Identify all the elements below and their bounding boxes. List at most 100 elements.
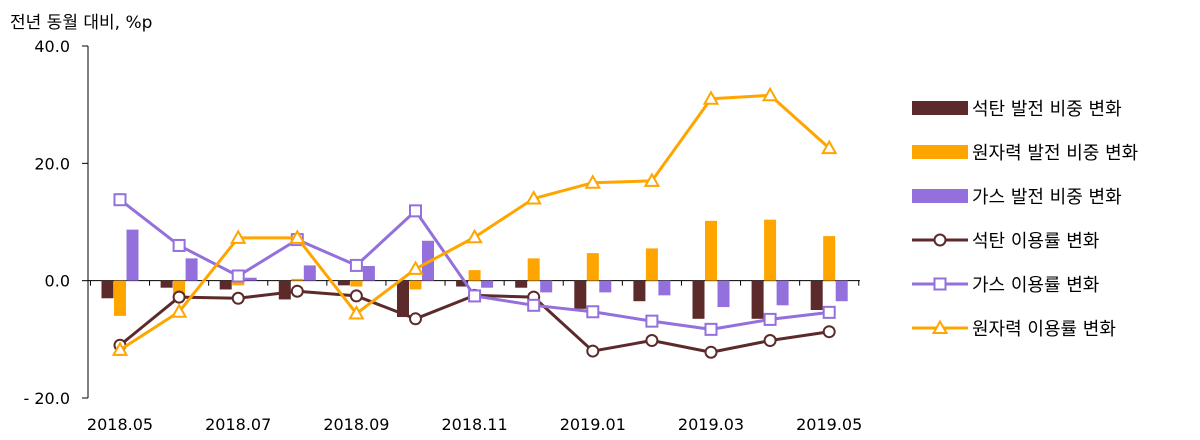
- line-point-1-2019.04: [763, 334, 777, 348]
- bar-2-2019.03: [705, 220, 717, 281]
- bar-1-2018.10: [397, 280, 409, 318]
- legend-label: 원자력 이용률 변화: [972, 319, 1116, 340]
- bar-1-2019.05: [810, 280, 823, 310]
- line-point-2-2019.04: [763, 312, 777, 326]
- legend-label: 가스 발전 비중 변화: [972, 187, 1122, 208]
- bar-1-2019.04: [751, 280, 764, 319]
- bar-1-2018.12: [515, 280, 528, 288]
- bar-2-2018.10: [409, 280, 422, 290]
- line-point-3-2018.07: [229, 229, 247, 244]
- bar-2-2018.09: [350, 280, 363, 287]
- line-point-2-2019.01: [586, 305, 600, 319]
- bar-3-2018.05: [126, 229, 139, 281]
- line-point-1-2018.06: [172, 290, 186, 304]
- bar-3-2018.07: [244, 277, 257, 281]
- line-series-3: [119, 93, 831, 352]
- line-point-1-2019.05: [822, 325, 836, 339]
- line-point-1-2018.07: [231, 291, 245, 305]
- bar-3-2018.08: [303, 265, 316, 281]
- bar-3-2018.11: [481, 280, 494, 288]
- bar-2-2018.05: [114, 280, 126, 316]
- line-point-3-2018.09: [348, 304, 365, 320]
- bar-1-2019.03: [692, 280, 705, 319]
- bar-2-2019.05: [823, 236, 836, 281]
- line-point-2-2018.06: [172, 238, 186, 252]
- bar-2-2018.12: [527, 258, 540, 281]
- y-tick-label: 40.0: [34, 37, 70, 56]
- x-tick-label: 2018.05: [87, 415, 153, 434]
- legend-swatch: [912, 189, 968, 203]
- line-point-1-2018.10: [409, 312, 422, 326]
- line-point-2-2018.09: [349, 258, 363, 272]
- legend-marker: [931, 319, 949, 334]
- bar-3-2019.05: [835, 280, 848, 302]
- y-tick-label: 0.0: [45, 272, 70, 291]
- line-series-2: [119, 198, 830, 331]
- legend-label: 석탄 이용률 변화: [972, 231, 1099, 252]
- legend-marker: [933, 233, 947, 247]
- bar-2-2019.02: [645, 248, 658, 281]
- line-point-3-2019.05: [820, 139, 838, 155]
- line-point-2-2018.07: [231, 269, 245, 283]
- line-point-2-2019.05: [822, 305, 836, 319]
- bar-2-2018.07: [232, 280, 245, 286]
- bar-3-2019.04: [776, 280, 789, 306]
- line-point-1-2019.03: [704, 345, 718, 359]
- line-point-2-2018.11: [468, 289, 482, 303]
- bar-3-2018.12: [540, 280, 553, 293]
- bar-3-2019.02: [658, 280, 671, 296]
- line-point-2-2018.12: [527, 298, 541, 312]
- line-point-1-2018.08: [290, 284, 304, 298]
- x-tick-label: 2019.05: [796, 415, 862, 434]
- bar-2-2018.08: [291, 278, 304, 281]
- line-point-3-2018.06: [170, 303, 188, 318]
- line-point-2-2018.05: [113, 193, 127, 207]
- bar-1-2019.01: [574, 280, 587, 309]
- bar-3-2019.03: [717, 280, 730, 308]
- x-tick-label: 2018.11: [442, 415, 508, 434]
- bar-1-2018.09: [337, 280, 350, 286]
- line-point-3-2018.10: [407, 260, 424, 275]
- bar-1-2018.08: [278, 280, 291, 300]
- line-point-2-2018.10: [409, 204, 422, 218]
- bar-1-2018.11: [456, 280, 469, 287]
- line-point-3-2018.11: [466, 228, 483, 244]
- x-tick-label: 2018.09: [323, 415, 389, 434]
- bar-2-2019.04: [764, 219, 777, 281]
- x-tick-label: 2019.01: [560, 415, 626, 434]
- bar-3-2018.09: [362, 266, 375, 281]
- legend-marker: [933, 277, 947, 291]
- line-point-1-2018.09: [349, 289, 363, 303]
- bar-2-2018.11: [468, 270, 481, 281]
- line-point-3-2019.03: [702, 90, 720, 105]
- bar-1-2018.07: [219, 280, 232, 290]
- line-point-3-2019.04: [761, 86, 779, 102]
- bar-2-2019.01: [586, 253, 599, 281]
- y-tick-label: 20.0: [34, 154, 70, 173]
- legend-swatch: [912, 101, 968, 115]
- bar-1-2018.05: [101, 280, 114, 299]
- line-point-3-2019.01: [584, 174, 602, 189]
- line-point-3-2019.02: [643, 172, 661, 187]
- line-point-2-2019.03: [704, 322, 718, 336]
- line-point-3-2018.05: [111, 341, 129, 356]
- line-point-1-2019.02: [645, 334, 659, 348]
- line-point-3-2018.08: [289, 229, 306, 244]
- line-point-3-2018.12: [525, 190, 542, 205]
- line-point-2-2019.02: [645, 314, 659, 328]
- bar-3-2018.06: [185, 258, 198, 281]
- x-tick-label: 2018.07: [205, 415, 271, 434]
- legend-label: 원자력 발전 비중 변화: [972, 143, 1138, 164]
- legend-swatch: [912, 145, 968, 159]
- line-point-1-2019.01: [586, 344, 600, 358]
- legend-label: 가스 이용률 변화: [972, 275, 1099, 296]
- y-axis-unit-label: 전년 동월 대비, %p: [10, 13, 153, 33]
- bar-1-2019.02: [633, 280, 646, 302]
- x-tick-label: 2019.03: [678, 415, 744, 434]
- legend-label: 석탄 발전 비중 변화: [972, 99, 1122, 120]
- bar-1-2018.06: [160, 280, 173, 288]
- y-tick-label: - 20.0: [24, 389, 70, 408]
- bar-3-2019.01: [599, 280, 612, 293]
